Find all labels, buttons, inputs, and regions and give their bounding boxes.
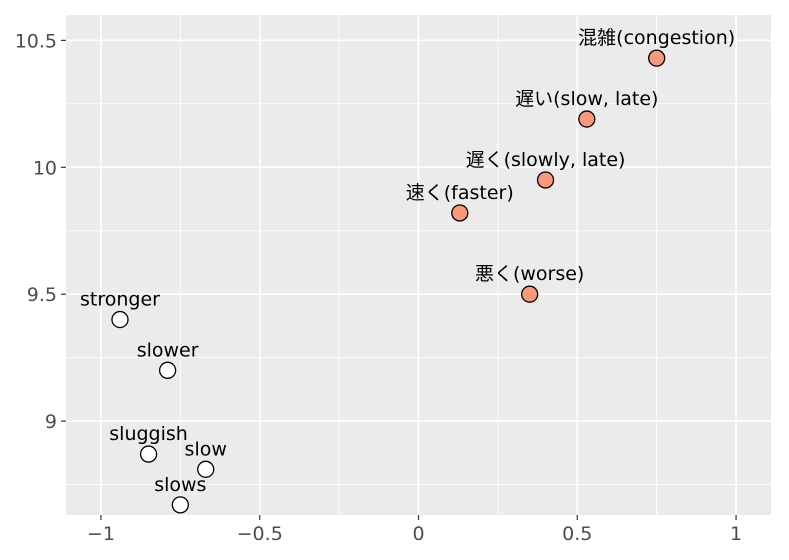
data-point — [451, 204, 469, 222]
data-point — [139, 445, 158, 463]
point-label: 速く(faster) — [406, 182, 514, 204]
major-grid — [66, 15, 771, 515]
point-label: 悪く(worse) — [475, 263, 584, 285]
point-label: 混雑(congestion) — [578, 27, 735, 49]
x-tick-label: 1 — [730, 523, 742, 545]
data-point — [171, 496, 189, 514]
data-point — [158, 361, 177, 379]
data-point — [197, 460, 215, 478]
point-label: stronger — [80, 289, 160, 311]
point-label: 遅く(slowly, late) — [466, 149, 626, 171]
point-label: sluggish — [109, 423, 188, 445]
point-labels: 混雑(congestion) 遅い(slow, late) 遅く(slowly, l… — [80, 27, 735, 496]
point-label: slows — [154, 474, 206, 496]
y-tick-label: 9.5 — [27, 284, 57, 306]
x-tick-label: 0 — [412, 523, 424, 545]
data-point — [520, 285, 539, 303]
y-tick-label: 10 — [33, 157, 57, 179]
point-label: slow — [185, 438, 227, 460]
x-tick-label: 0.5 — [562, 523, 592, 545]
x-tick-label: −0.5 — [237, 523, 283, 545]
data-point — [648, 49, 666, 67]
point-label: 遅い(slow, late) — [515, 88, 658, 110]
y-tick-label: 10.5 — [15, 30, 57, 52]
data-point — [536, 171, 555, 189]
point-label: slower — [137, 339, 199, 361]
x-tick-label: −1 — [87, 523, 115, 545]
data-point — [111, 310, 129, 329]
data-point — [578, 110, 596, 128]
y-tick-label: 9 — [45, 411, 57, 433]
x-axis: −1 −0.5 0 0.5 1 — [87, 515, 742, 545]
data-points — [111, 49, 666, 514]
y-axis: 9 9.5 10 10.5 — [15, 30, 66, 433]
